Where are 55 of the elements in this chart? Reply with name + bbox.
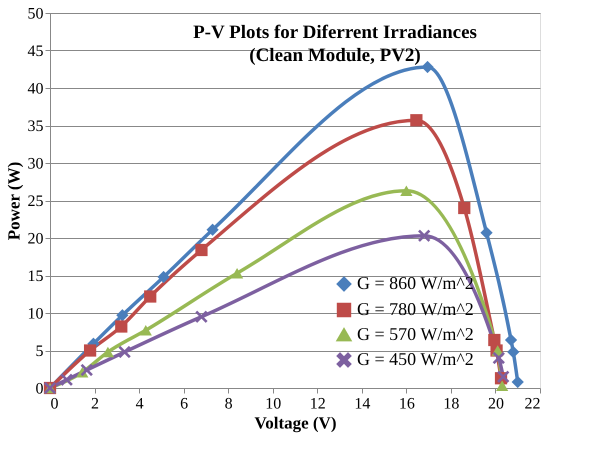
x-tick-label: 20 [488,396,504,412]
point [115,320,128,333]
point [144,290,156,303]
x-tick-label: 12 [310,396,326,412]
x-tick-label: 14 [354,396,370,412]
y-tick-label: 25 [28,193,44,210]
y-tick-label: 35 [28,118,44,135]
y-tick-label: 10 [28,306,44,322]
y-tick-label: 15 [28,268,44,285]
point [195,244,208,256]
legend-label: G = 780 W/m^2 [357,299,474,319]
y-tick-label: 20 [28,230,44,248]
point [480,226,493,239]
point [507,346,520,358]
x-axis-title: Voltage (V) [254,414,336,432]
point [497,370,510,383]
legend-label: G = 570 W/m^2 [357,324,474,344]
point [400,185,412,196]
x-tick-label: 8 [224,396,233,412]
y-tick-label: 5 [36,343,44,360]
y-tick-label: 40 [28,80,44,98]
y-tick-label: 0 [36,380,44,398]
y-tick-label: 50 [28,6,44,22]
x-tick-label: 22 [524,396,540,412]
point [60,374,73,386]
point [496,380,508,392]
x-tick-label: 2 [91,396,100,412]
point [504,334,518,346]
x-tick-label: 18 [443,396,460,412]
point [230,268,244,279]
x-tick-label: 4 [136,396,144,412]
point [157,270,170,284]
x-tick-label: 16 [398,396,415,412]
y-tick-label: 45 [28,43,44,60]
x-tick-label: 6 [180,396,188,412]
x-tick-label: 0 [50,396,58,412]
point [410,114,423,126]
point [206,224,219,236]
point [140,324,152,336]
y-tick-label: 30 [28,156,44,172]
point [492,352,505,364]
point [195,310,208,323]
point [118,346,131,358]
point [512,376,524,388]
point [84,344,96,357]
point [80,364,93,376]
point [488,334,500,346]
point [458,202,470,214]
legend-label: G = 450 W/m^2 [357,349,474,369]
point [116,309,129,322]
text: (Clean Module, PV2) [249,45,421,66]
y-axis-title: Power (W) [4,162,24,240]
x-tick-label: 10 [265,396,282,412]
text: P-V Plots for Diferrent Irradiances [193,22,477,43]
point [418,230,430,242]
